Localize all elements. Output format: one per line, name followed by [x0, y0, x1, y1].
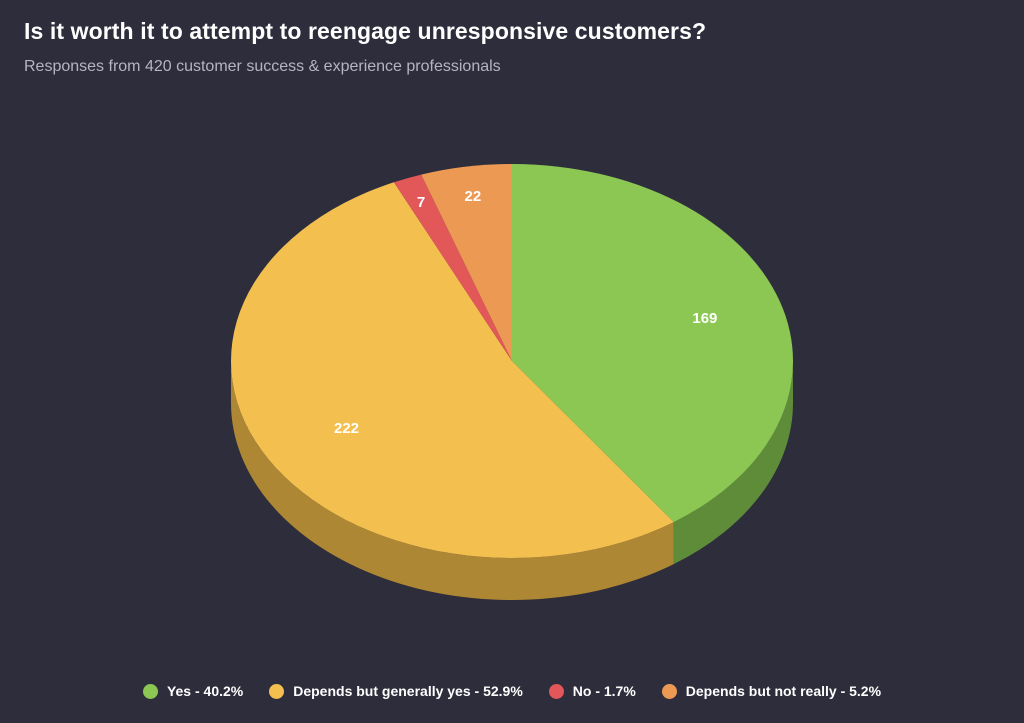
pie-top-faces	[231, 164, 793, 558]
legend-swatch-no	[548, 683, 564, 699]
chart-title: Is it worth it to attempt to reengage un…	[24, 18, 707, 44]
pie-data-labels: 169 222 7 22	[334, 188, 717, 437]
data-label-no: 7	[417, 194, 425, 211]
legend-item-yes[interactable]: Yes - 40.2%	[142, 683, 244, 699]
legend-item-no[interactable]: No - 1.7%	[548, 683, 636, 699]
pie-side-walls	[231, 361, 793, 600]
pie-slice-depends-not-really[interactable]	[421, 164, 512, 361]
pie-slice-no[interactable]	[393, 174, 512, 361]
chart-subtitle: Responses from 420 customer success & ex…	[24, 58, 501, 75]
legend-swatch-depends-generally-yes	[269, 683, 285, 699]
legend-label-yes: Yes - 40.2%	[166, 683, 244, 699]
legend-item-depends-not-really[interactable]: Depends but not really - 5.2%	[661, 683, 882, 699]
legend-label-depends-generally-yes: Depends but generally yes - 52.9%	[293, 683, 523, 699]
data-label-depends-generally-yes: 222	[334, 420, 359, 437]
data-label-yes: 169	[692, 310, 717, 327]
data-label-depends-not-really: 22	[465, 188, 482, 205]
legend-label-no: No - 1.7%	[572, 683, 636, 699]
legend: Yes - 40.2% Depends but generally yes - …	[0, 683, 1024, 699]
pie-side-depends-generally-yes	[231, 361, 674, 600]
pie-slice-yes[interactable]	[512, 164, 793, 523]
pie-slice-depends-generally-yes[interactable]	[231, 182, 674, 558]
legend-swatch-yes	[142, 683, 158, 699]
legend-label-depends-not-really: Depends but not really - 5.2%	[685, 683, 882, 699]
legend-swatch-depends-not-really	[661, 683, 677, 699]
pie-side-yes	[673, 361, 793, 565]
legend-item-depends-generally-yes[interactable]: Depends but generally yes - 52.9%	[269, 683, 523, 699]
